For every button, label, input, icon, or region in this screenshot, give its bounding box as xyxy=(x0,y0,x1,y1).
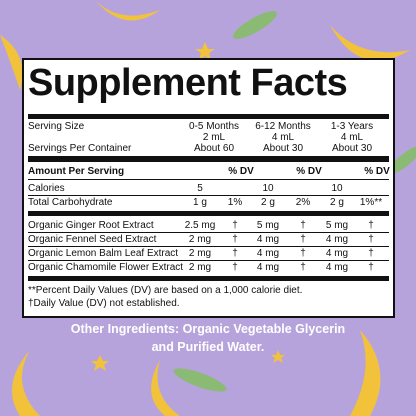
dv: † xyxy=(368,234,374,245)
footnote: **Percent Daily Values (DV) are based on… xyxy=(28,285,303,296)
rule xyxy=(28,156,389,162)
facts-panel: Supplement Facts Serving Size 0-5 Months 2… xyxy=(22,58,395,318)
rule xyxy=(28,260,389,261)
rule xyxy=(28,211,389,216)
nutrient: Calories xyxy=(28,183,65,194)
dv: † xyxy=(368,248,374,259)
ingredient: Organic Lemon Balm Leaf Extract xyxy=(28,248,179,259)
nutrient: Total Carbohydrate xyxy=(28,197,113,208)
dv: † xyxy=(232,262,238,273)
amount: 4 mg xyxy=(325,248,349,259)
servings: About 30 xyxy=(331,143,373,154)
ingredient: Organic Chamomile Flower Extract xyxy=(28,262,184,273)
amount: 4 mg xyxy=(256,248,280,259)
label: Servings Per Container xyxy=(28,143,132,154)
dv: † xyxy=(232,248,238,259)
amount: 4 mg xyxy=(256,262,280,273)
amount: 4 mg xyxy=(325,234,349,245)
dv: † xyxy=(300,220,306,231)
dv-header: % DV xyxy=(296,166,322,177)
dv: 1%** xyxy=(359,197,383,208)
servings: About 30 xyxy=(262,143,304,154)
amount: 5 mg xyxy=(325,220,349,231)
amount: 2 g xyxy=(261,197,275,208)
age-group: 1-3 Years xyxy=(330,121,374,132)
dv: † xyxy=(232,234,238,245)
dv: † xyxy=(300,248,306,259)
age-group: 0-5 Months xyxy=(188,121,240,132)
rule xyxy=(28,246,389,247)
rule xyxy=(28,179,389,180)
servings: About 60 xyxy=(193,143,235,154)
footnote: †Daily Value (DV) not established. xyxy=(28,298,180,309)
dv: † xyxy=(232,220,238,231)
amount: 2.5 mg xyxy=(184,220,216,231)
amount: 2 mg xyxy=(188,248,212,259)
dv-header: % DV xyxy=(228,166,254,177)
dv: 1% xyxy=(227,197,243,208)
rule xyxy=(28,276,389,281)
amount: 4 mg xyxy=(256,234,280,245)
dv: 2% xyxy=(295,197,311,208)
label: Serving Size xyxy=(28,121,85,132)
rule xyxy=(28,114,389,119)
amount: 2 mg xyxy=(188,234,212,245)
ingredient: Organic Ginger Root Extract xyxy=(28,220,154,231)
amount: 5 xyxy=(197,183,203,194)
dv: † xyxy=(368,220,374,231)
amount: 1 g xyxy=(193,197,207,208)
serving-amount: 4 mL xyxy=(271,132,295,143)
other-ingredients: Other Ingredients: Organic Vegetable Gly… xyxy=(70,322,346,336)
dv: † xyxy=(300,234,306,245)
amount: 5 mg xyxy=(256,220,280,231)
amount: 2 mg xyxy=(188,262,212,273)
dv-header: % DV xyxy=(364,166,390,177)
amount: 10 xyxy=(331,183,343,194)
header: Amount Per Serving xyxy=(28,166,125,177)
other-ingredients: and Purified Water. xyxy=(151,340,265,354)
ingredient: Organic Fennel Seed Extract xyxy=(28,234,157,245)
rule xyxy=(28,195,389,196)
title: Supplement Facts xyxy=(28,62,348,104)
serving-amount: 4 mL xyxy=(340,132,364,143)
dv: † xyxy=(300,262,306,273)
amount: 4 mg xyxy=(325,262,349,273)
rule xyxy=(28,232,389,233)
dv: † xyxy=(368,262,374,273)
age-group: 6-12 Months xyxy=(255,121,311,132)
serving-amount: 2 mL xyxy=(202,132,226,143)
amount: 2 g xyxy=(330,197,344,208)
amount: 10 xyxy=(262,183,274,194)
